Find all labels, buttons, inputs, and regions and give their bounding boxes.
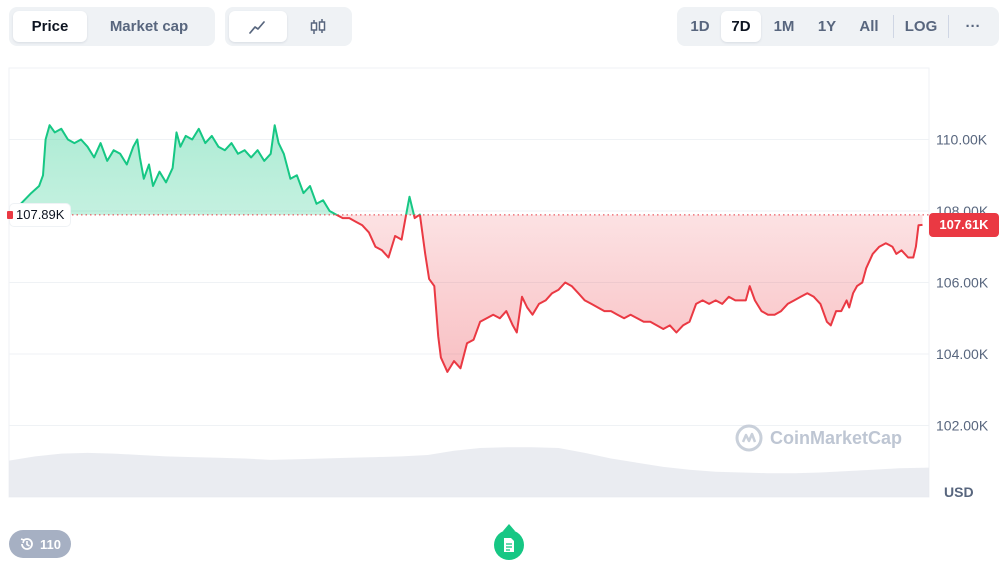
metric-tab-group: Price Market cap: [9, 7, 215, 46]
price-area-above-reference: [20, 125, 923, 215]
y-tick-label: 104.00K: [936, 346, 989, 362]
range-1y-button[interactable]: 1Y: [817, 18, 837, 35]
y-tick-label: 110.00K: [936, 132, 988, 148]
range-1m-button[interactable]: 1M: [773, 18, 795, 35]
x-tick-label: 11 Jun: [198, 509, 239, 510]
toolbar-divider: [948, 15, 949, 38]
x-tick-label: 15 Jun: [721, 509, 763, 510]
y-tick-label: 102.00K: [936, 418, 989, 434]
chart-style-group: [225, 7, 352, 46]
range-7d-button[interactable]: 7D: [721, 11, 761, 42]
volume-area: [9, 447, 929, 497]
more-options-button[interactable]: ···: [965, 18, 981, 35]
history-icon: [20, 538, 33, 550]
watermark-text: CoinMarketCap: [770, 427, 903, 448]
x-tick-label: 12 Jun: [328, 509, 370, 510]
toolbar-divider: [893, 15, 894, 38]
candlestick-icon: [310, 18, 326, 34]
news-marker-button[interactable]: [494, 524, 524, 560]
range-all-button[interactable]: All: [859, 18, 879, 35]
current-price-badge: 107.61K: [929, 212, 999, 237]
history-button[interactable]: 110: [9, 530, 71, 558]
range-group: 1D 7D 1M 1Y All LOG ···: [677, 7, 999, 46]
line-chart-button[interactable]: [229, 11, 287, 42]
x-tick-label: 14 Jun: [590, 509, 632, 510]
x-tick-label: 10 Jun: [66, 509, 108, 510]
document-icon: [504, 538, 514, 552]
y-tick-label: 106.00K: [936, 275, 989, 291]
range-1d-button[interactable]: 1D: [690, 18, 710, 35]
price-line-up: [20, 124, 421, 215]
price-line-down: [334, 214, 923, 373]
history-count: 110: [40, 536, 61, 552]
tab-price[interactable]: Price: [13, 11, 87, 42]
price-area-below-reference: [336, 214, 923, 372]
watermark: CoinMarketCap: [734, 423, 902, 453]
line-chart-icon: [249, 20, 265, 34]
x-tick-label: 13 Jun: [459, 509, 501, 510]
reference-price-badge: 107.89K: [6, 203, 71, 226]
coinmarketcap-logo-icon: [735, 424, 763, 452]
tab-market-cap[interactable]: Market cap: [109, 18, 189, 35]
currency-label: USD: [944, 484, 974, 500]
log-scale-button[interactable]: LOG: [904, 18, 938, 35]
x-tick-label: 16 Jun: [852, 509, 894, 510]
candlestick-button[interactable]: [289, 11, 347, 42]
